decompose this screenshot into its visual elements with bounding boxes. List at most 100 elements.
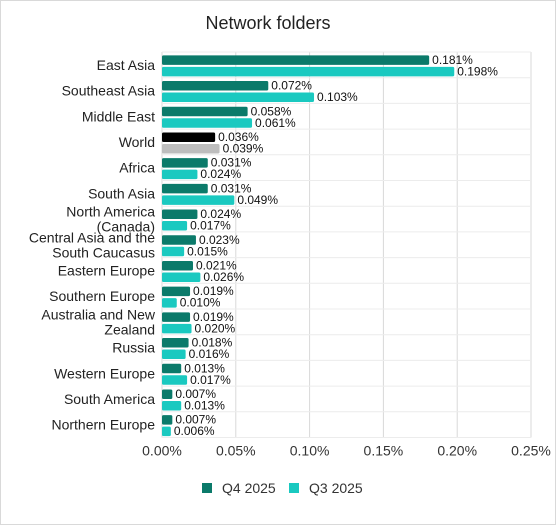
category-label-line: Zealand [104, 321, 155, 337]
bar [162, 363, 182, 374]
data-label: 0.010% [180, 296, 221, 310]
x-tick-label: 0.05% [216, 443, 256, 459]
value-labels: 0.181%0.198%0.072%0.103%0.058%0.061%0.03… [174, 53, 498, 438]
data-label: 0.024% [200, 207, 241, 221]
data-label: 0.031% [211, 181, 252, 195]
bar [162, 389, 173, 399]
category-label-line: World [119, 134, 155, 150]
legend-swatch [289, 483, 299, 493]
legend-label: Q4 2025 [222, 480, 276, 496]
bar [162, 106, 248, 117]
legend-swatch [202, 483, 212, 493]
bar [162, 272, 201, 282]
category-label-line: Central Asia and the [29, 229, 155, 245]
data-label: 0.024% [200, 167, 241, 181]
bar [162, 183, 208, 194]
x-tick-label: 0.25% [511, 443, 551, 459]
data-label: 0.016% [189, 347, 230, 361]
bar [162, 195, 235, 205]
data-label: 0.049% [237, 193, 278, 207]
category-label-line: Australia and New [41, 306, 156, 322]
data-label: 0.058% [251, 104, 292, 118]
data-label: 0.013% [184, 398, 225, 412]
data-label: 0.017% [190, 373, 231, 387]
data-label: 0.023% [199, 233, 240, 247]
category-label-line: Russia [112, 340, 155, 356]
data-label: 0.017% [190, 219, 231, 233]
data-label: 0.026% [203, 270, 244, 284]
bar [162, 349, 186, 360]
category-label-line: South Caucasus [52, 244, 155, 260]
bar [162, 246, 185, 257]
category-label-line: (Canada) [97, 219, 155, 235]
bar [162, 55, 430, 65]
bar [162, 286, 191, 297]
category-label: Africa [119, 160, 155, 176]
bar [162, 143, 220, 154]
x-tick-label: 0.10% [290, 443, 330, 459]
bar [162, 312, 191, 322]
category-label: Russia [112, 340, 155, 356]
category-label-line: South America [64, 391, 155, 407]
data-label: 0.198% [457, 64, 498, 78]
x-tick-label: 0.15% [364, 443, 404, 459]
category-label: South Asia [88, 185, 155, 201]
category-labels: East Asia Southeast Asia Middle East World A… [29, 57, 156, 433]
category-label: East Asia [97, 57, 156, 73]
category-label-line: East Asia [97, 57, 156, 73]
data-label: 0.006% [174, 424, 215, 438]
x-axis-ticks: 0.00% 0.05% 0.10% 0.15% 0.20% 0.25% [142, 443, 551, 459]
bar [162, 81, 269, 91]
category-label: Australia and New Zealand [41, 306, 156, 337]
data-label: 0.019% [193, 284, 234, 298]
category-label: Eastern Europe [58, 262, 155, 278]
data-label: 0.103% [317, 90, 358, 104]
category-label-line: South Asia [88, 185, 155, 201]
category-label-line: Northern Europe [51, 417, 155, 433]
category-label-line: Middle East [82, 108, 155, 124]
data-label: 0.007% [175, 413, 216, 427]
x-tick-label: 0.20% [437, 443, 477, 459]
bar [162, 235, 196, 245]
category-label: Southeast Asia [62, 83, 156, 99]
category-label-line: Africa [119, 160, 155, 176]
data-label: 0.061% [255, 116, 296, 130]
bar [162, 375, 188, 385]
category-label: Northern Europe [51, 417, 155, 433]
category-label: Southern Europe [49, 288, 155, 304]
data-label: 0.036% [218, 130, 259, 144]
data-label: 0.181% [432, 53, 473, 67]
grid-lines [161, 51, 532, 438]
bar [162, 169, 198, 180]
legend-label: Q3 2025 [309, 480, 363, 496]
bar [162, 323, 192, 334]
bars-group [162, 55, 455, 437]
category-label-line: Eastern Europe [58, 262, 155, 278]
category-label: Middle East [82, 108, 155, 124]
bar [162, 221, 188, 231]
data-label: 0.015% [187, 244, 228, 258]
bar [162, 415, 173, 425]
bar [162, 158, 208, 168]
bar [162, 298, 177, 308]
category-label: North America (Canada) [66, 204, 155, 235]
category-label: South America [64, 391, 155, 407]
category-label: Central Asia and the South Caucasus [29, 229, 155, 260]
bar [162, 338, 189, 348]
chart-title: Network folders [205, 13, 330, 33]
bar [162, 92, 315, 103]
data-label: 0.072% [271, 79, 312, 93]
data-label: 0.018% [192, 336, 233, 350]
bar [162, 400, 182, 411]
data-label: 0.007% [175, 387, 216, 401]
category-label-line: Western Europe [54, 365, 155, 381]
bar [162, 426, 171, 437]
bar [162, 209, 198, 220]
category-label-line: Southern Europe [49, 288, 155, 304]
bar [162, 260, 193, 271]
legend: Q4 2025 Q3 2025 [202, 480, 363, 496]
data-label: 0.020% [195, 321, 236, 335]
bar [162, 118, 253, 128]
category-label-line: North America [66, 204, 155, 220]
